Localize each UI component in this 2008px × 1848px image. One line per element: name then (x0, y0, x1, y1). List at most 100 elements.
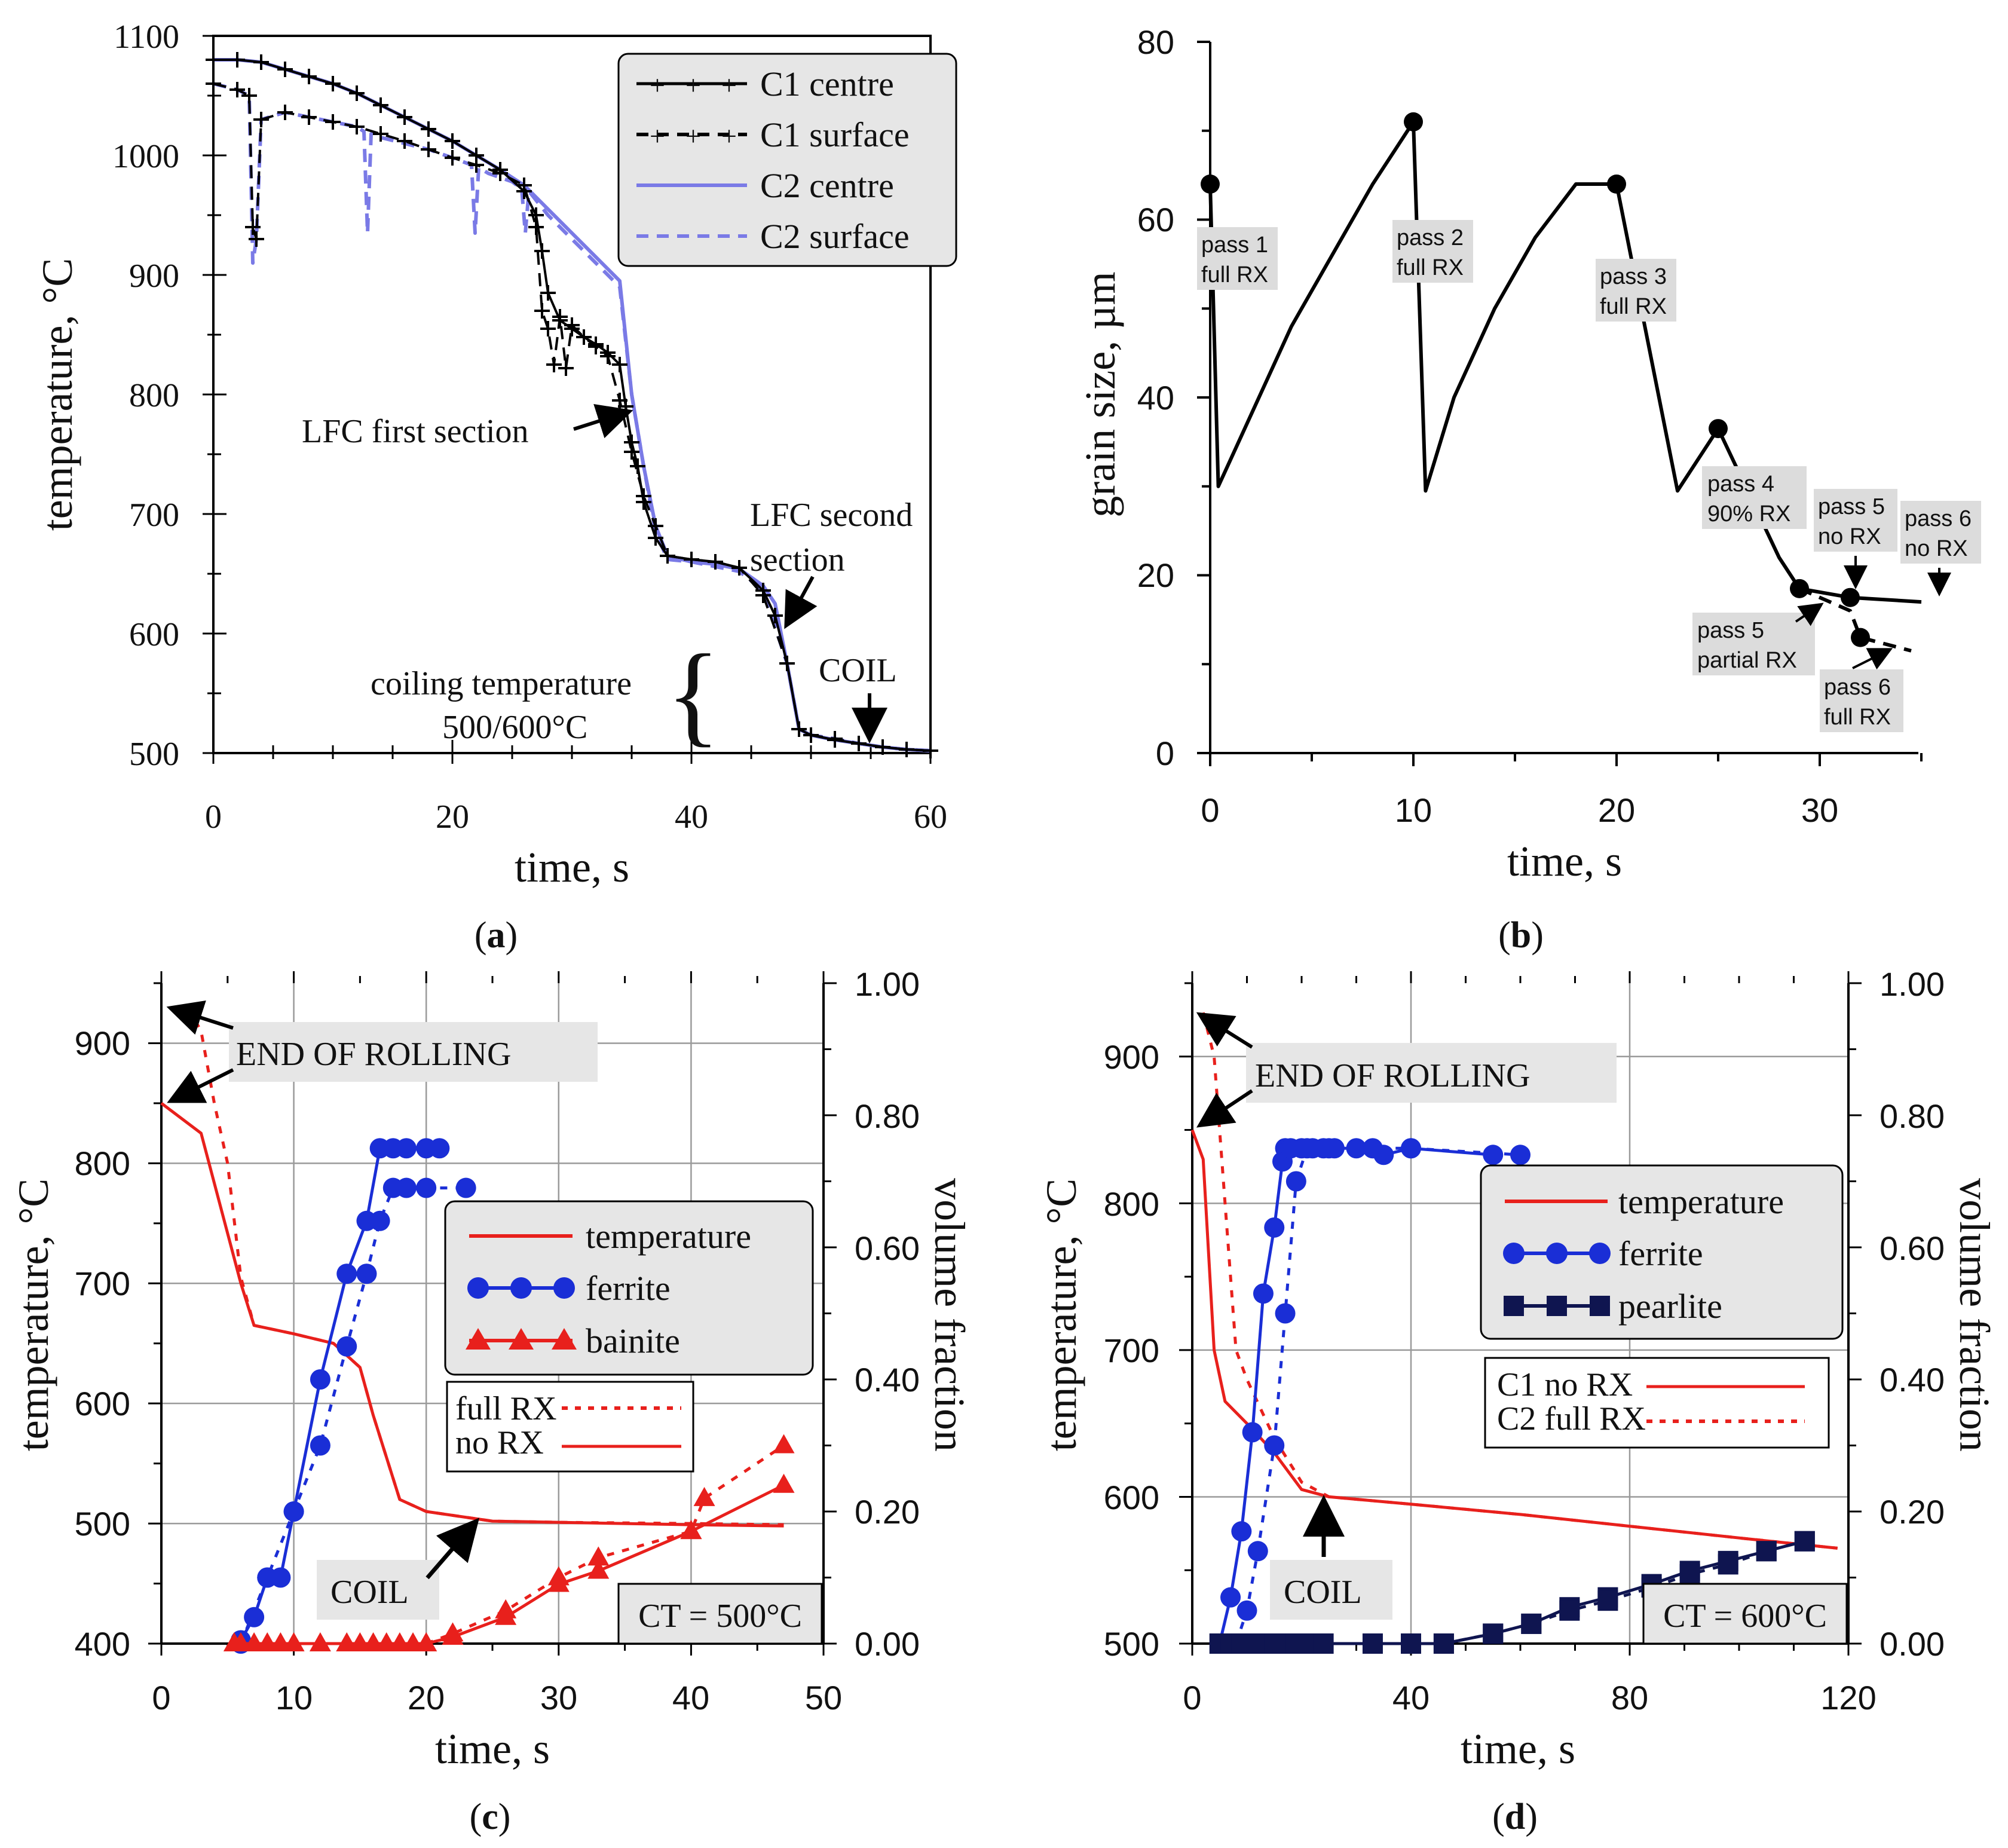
pass-label-line2: no RX (1905, 536, 1968, 561)
pass-label: pass 6 full RX (1820, 669, 1903, 732)
y-axis-right-label: volume fraction (1951, 1178, 1998, 1452)
legend2-box (446, 1381, 694, 1473)
annotation-ct: CT = 500°C (638, 1598, 802, 1635)
panel-letter: a (487, 915, 506, 956)
y-axis-label: temperature, °C (33, 258, 81, 531)
x-tick-labels: 0 10 20 30 40 50 (152, 1679, 842, 1717)
legend-item: ferrite (467, 1269, 671, 1308)
data-point (283, 1501, 304, 1522)
data-point (680, 1520, 702, 1540)
legend-label: temperature (586, 1217, 751, 1256)
annotation-arrow (426, 1517, 480, 1580)
y-right-tick-label: 1.00 (855, 965, 920, 1003)
data-point (1220, 1587, 1241, 1608)
x-tick-label: 0 (152, 1679, 170, 1717)
data-point (1264, 1217, 1285, 1238)
data-point (309, 1632, 331, 1651)
data-point (1401, 1633, 1421, 1654)
data-point (1794, 1531, 1815, 1552)
data-point (415, 1632, 437, 1651)
y-tick-label: 500 (1104, 1625, 1159, 1663)
series-line (1190, 1129, 1838, 1550)
annotation-box (1270, 1560, 1392, 1620)
y-tick-label: 40 (1137, 379, 1174, 417)
panel-letter: b (1511, 915, 1531, 956)
data-point (587, 1546, 610, 1566)
annotation-arrow (573, 403, 633, 439)
x-tick-labels: 0 40 80 120 (1183, 1679, 1876, 1717)
y-right-tick-labels: 0.00 0.20 0.40 0.60 0.80 1.00 (855, 965, 920, 1663)
annotation-arrow (167, 1068, 234, 1103)
annotation-line: section (750, 541, 845, 579)
data-point (1483, 1145, 1504, 1165)
y-right-tick-label: 0.60 (1880, 1229, 1945, 1267)
y-tick-label: 700 (75, 1265, 130, 1302)
pass-label-line1: pass 4 (1707, 472, 1774, 497)
data-point (257, 1567, 278, 1588)
pass-label-line1: pass 1 (1201, 232, 1268, 258)
y-tick-label: 500 (75, 1505, 130, 1543)
data-point (1236, 1600, 1257, 1621)
x-tick-label: 60 (914, 798, 947, 836)
data-point (773, 1473, 795, 1493)
x-tick-label: 20 (436, 798, 469, 836)
x-axis-label: time, s (1461, 1725, 1575, 1773)
legend2-label: no RX (455, 1424, 544, 1461)
data-point (1756, 1541, 1777, 1562)
svg-text:+: + (650, 70, 665, 100)
pass-label: pass 5 partial RX (1692, 613, 1815, 675)
x-tick-label: 10 (276, 1679, 313, 1717)
y-right-tick-labels: 0.00 0.20 0.40 0.60 0.80 1.00 (1880, 965, 1945, 1663)
data-point (1242, 1422, 1263, 1443)
pass-label-line2: no RX (1818, 524, 1881, 549)
y-tick-label: 20 (1137, 556, 1174, 594)
pass-label: pass 6 no RX (1900, 501, 1981, 564)
annotation-end-of-rolling: END OF ROLLING (236, 1036, 511, 1073)
series-line (213, 59, 931, 752)
annotation-coiling-temperature: coiling temperature (371, 665, 632, 702)
series-line (1443, 1540, 1805, 1645)
x-tick-labels: 0 20 40 60 (205, 798, 947, 836)
data-point (1247, 1541, 1268, 1562)
data-point (1275, 1303, 1296, 1324)
annotation-end-of-rolling: END OF ROLLING (1255, 1057, 1530, 1094)
data-point (693, 1486, 715, 1506)
svg-text:+: + (685, 70, 701, 100)
y-tick-label: 700 (129, 497, 179, 534)
legend2-label: full RX (455, 1390, 557, 1427)
data-point (1346, 1138, 1367, 1159)
legend-item: + + + C1 surface (636, 115, 910, 154)
data-point (1362, 1633, 1383, 1654)
x-tick-label: 0 (1183, 1679, 1201, 1717)
data-point (244, 1607, 265, 1627)
pass-label-line2: partial RX (1697, 648, 1797, 673)
pass-label-line1: pass 6 (1824, 675, 1891, 700)
svg-text:+: + (721, 121, 737, 151)
data-point (310, 1369, 330, 1390)
data-point (1483, 1623, 1504, 1644)
y-axis-label: temperature, °C (1037, 1179, 1085, 1452)
data-point (1521, 1613, 1542, 1634)
y-tick-label: 800 (129, 377, 179, 414)
data-point (1510, 1145, 1531, 1165)
panel-b: 0 10 20 30 0 20 40 60 80 time, s grain s… (1076, 23, 1981, 956)
y-tick-label: 700 (1104, 1332, 1159, 1369)
data-point (1313, 1633, 1334, 1654)
pass-label-line1: pass 6 (1905, 506, 1972, 531)
annotation-arrow (166, 1001, 234, 1035)
legend-box (444, 1200, 814, 1376)
svg-text:+: + (650, 121, 665, 151)
data-point (416, 1177, 437, 1198)
y-tick-labels: 500 600 700 800 900 (1104, 1038, 1159, 1663)
data-point (1841, 588, 1860, 607)
x-tick-label: 120 (1820, 1679, 1876, 1717)
pass-label-line2: 90% RX (1707, 501, 1790, 527)
x-tick-label: 80 (1611, 1679, 1648, 1717)
legend-item: ferrite (1503, 1234, 1703, 1273)
data-point (396, 1177, 417, 1198)
y-tick-label: 400 (75, 1625, 130, 1663)
pass-label: pass 4 90% RX (1702, 466, 1807, 529)
legend2-label: C2 full RX (1497, 1400, 1646, 1437)
x-tick-label: 30 (1801, 791, 1838, 829)
